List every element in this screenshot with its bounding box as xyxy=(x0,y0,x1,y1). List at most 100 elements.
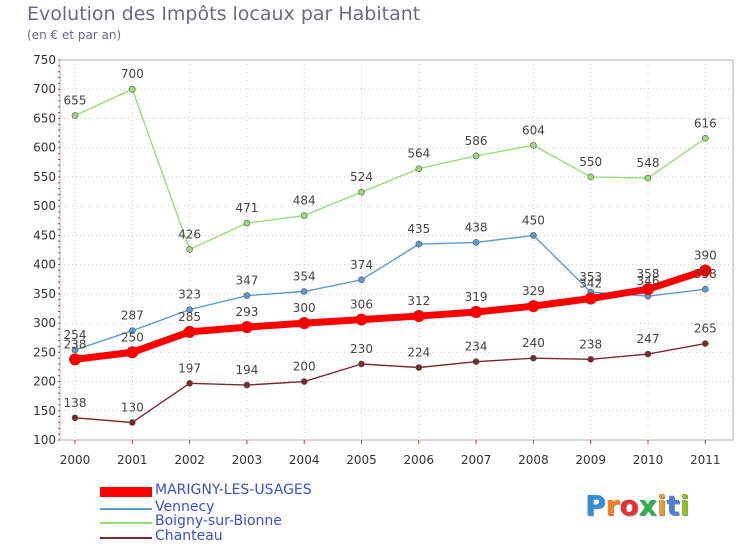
y-tick-label: 600 xyxy=(33,141,56,155)
data-label: 342 xyxy=(579,277,602,291)
legend-label: Boigny-sur-Bionne xyxy=(155,513,282,529)
series-line-3 xyxy=(74,342,706,424)
x-tick-label: 2011 xyxy=(690,453,721,467)
x-tick-label: 2004 xyxy=(289,453,320,467)
y-tick-label: 700 xyxy=(33,82,56,96)
data-point xyxy=(126,346,139,359)
legend-label: Vennecy xyxy=(155,499,215,515)
data-label: 287 xyxy=(121,309,144,323)
data-label: 329 xyxy=(522,284,545,298)
data-point xyxy=(701,135,709,142)
data-label: 655 xyxy=(64,94,87,108)
data-point xyxy=(186,306,193,313)
data-point xyxy=(358,188,365,196)
data-point xyxy=(183,325,196,338)
data-label: 197 xyxy=(178,361,201,375)
data-label: 319 xyxy=(465,290,488,304)
axis-layer: 100 150 200 250 300 350 400 450 500 550 600 650 700 7… xyxy=(33,53,720,467)
legend-item: Boigny-sur-Bionne xyxy=(100,513,400,531)
data-label: 323 xyxy=(178,288,201,302)
data-point xyxy=(186,379,193,387)
data-label: 438 xyxy=(465,220,488,234)
data-point xyxy=(129,85,136,93)
y-tick-label: 200 xyxy=(33,375,56,389)
data-point xyxy=(584,292,597,305)
data-point xyxy=(530,232,537,239)
data-label: 138 xyxy=(64,396,87,410)
data-label: 265 xyxy=(694,322,717,336)
x-tick-label: 2009 xyxy=(575,453,606,467)
data-point xyxy=(415,240,423,248)
data-label: 353 xyxy=(579,270,602,284)
chart-title: Evolution des Impôts locaux par Habitant xyxy=(27,3,421,25)
data-label: 347 xyxy=(235,274,258,288)
data-label: 586 xyxy=(465,134,488,148)
data-label: 306 xyxy=(350,298,373,312)
data-point xyxy=(699,264,712,277)
data-point xyxy=(358,276,365,284)
data-point xyxy=(472,239,480,246)
x-tick-label: 2003 xyxy=(232,453,263,467)
series-line-2 xyxy=(74,88,706,251)
y-tick-label: 650 xyxy=(33,111,56,125)
series-layer xyxy=(69,85,712,426)
data-label: 234 xyxy=(465,340,488,354)
data-label: 285 xyxy=(178,310,201,324)
data-label: 550 xyxy=(579,155,602,169)
x-tick-label: 2002 xyxy=(174,453,205,467)
data-point xyxy=(243,381,251,389)
data-label: 238 xyxy=(579,337,602,351)
data-point xyxy=(71,112,79,119)
data-point xyxy=(71,414,79,422)
data-point xyxy=(300,288,308,295)
data-point xyxy=(587,356,595,363)
data-point xyxy=(530,142,537,149)
legend-item: Chanteau xyxy=(100,528,400,546)
data-point xyxy=(129,419,136,426)
y-tick-label: 350 xyxy=(33,287,56,301)
y-tick-label: 450 xyxy=(33,228,56,242)
data-label: 238 xyxy=(64,337,87,351)
data-point xyxy=(527,300,540,313)
data-label: 247 xyxy=(637,332,660,346)
legend-swatch xyxy=(100,537,152,539)
data-point xyxy=(644,350,652,358)
proxiti-logo: Proxiti xyxy=(585,489,690,522)
x-tick-label: 2001 xyxy=(117,453,148,467)
data-label: 254 xyxy=(64,328,87,342)
x-tick-label: 2000 xyxy=(60,453,91,467)
data-label: 194 xyxy=(235,363,258,377)
data-point xyxy=(358,360,365,368)
x-tick-label: 2007 xyxy=(461,453,492,467)
legend-swatch xyxy=(100,508,152,510)
data-label: 312 xyxy=(407,294,430,308)
series-line-0 xyxy=(71,266,709,363)
legend-item: MARIGNY-LES-USAGES xyxy=(100,482,400,500)
data-label: 426 xyxy=(178,227,201,241)
data-label: 346 xyxy=(637,274,660,288)
data-point xyxy=(472,358,480,365)
x-tick-label: 2010 xyxy=(633,453,664,467)
y-tick-label: 750 xyxy=(33,53,56,67)
legend-label: MARIGNY-LES-USAGES xyxy=(155,482,312,498)
data-label: 300 xyxy=(293,301,316,315)
data-label: 700 xyxy=(121,67,144,81)
data-point xyxy=(300,378,308,385)
data-label: 471 xyxy=(235,201,258,215)
data-point xyxy=(298,317,311,330)
plot-frame xyxy=(59,59,734,441)
data-label: 200 xyxy=(293,360,316,374)
data-label: 548 xyxy=(637,156,660,170)
data-point xyxy=(300,212,308,219)
y-tick-label: 550 xyxy=(33,170,56,184)
data-point xyxy=(470,305,483,318)
data-label: 130 xyxy=(121,400,144,414)
data-point xyxy=(701,285,709,293)
legend-label: Chanteau xyxy=(155,528,223,544)
legend-item: Vennecy xyxy=(100,499,400,517)
data-label: 354 xyxy=(293,270,316,284)
y-tick-label: 500 xyxy=(33,199,56,213)
data-label: 358 xyxy=(637,267,660,281)
data-point xyxy=(587,173,595,181)
data-point xyxy=(701,340,709,347)
